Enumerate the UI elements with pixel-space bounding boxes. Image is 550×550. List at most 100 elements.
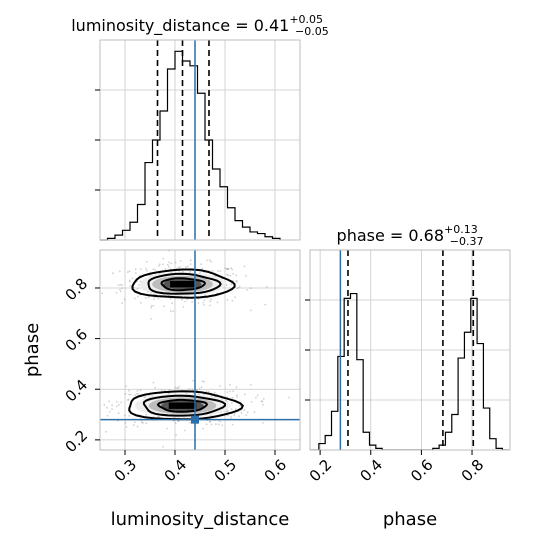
scatter-point xyxy=(133,421,136,423)
title-hist1-minus: −0.05 xyxy=(295,25,329,38)
scatter-point xyxy=(219,420,222,423)
scatter-point xyxy=(131,277,134,280)
scatter-point xyxy=(152,304,155,307)
scatter-point xyxy=(243,409,246,412)
frame-2d xyxy=(99,249,301,451)
scatter-point xyxy=(191,301,194,303)
scatter-point xyxy=(201,380,204,383)
truth-marker xyxy=(191,415,199,424)
scatter-point xyxy=(186,265,189,268)
scatter-point xyxy=(128,280,131,283)
scatter-point xyxy=(208,420,211,423)
scatter-point xyxy=(177,387,179,389)
scatter-point xyxy=(256,394,259,397)
scatter-point xyxy=(203,304,206,306)
scatter-point xyxy=(154,269,157,271)
scatter-point xyxy=(262,397,265,400)
scatter-point xyxy=(135,393,138,395)
axis-ticks: 0.3 0.4 0.5 0.6 0.2 0.4 0.6 0.8 0.2 0.4 0.6 0.8 xyxy=(62,275,488,486)
scatter-point xyxy=(169,297,172,300)
scatter-point xyxy=(226,268,228,270)
xlabel-luminosity-distance: luminosity_distance xyxy=(111,509,290,530)
x-phase-xtick-label-3: 0.8 xyxy=(458,456,488,486)
y-phase-tick-label-0: 0.2 xyxy=(62,427,92,457)
scatter-point xyxy=(229,384,231,386)
scatter-point xyxy=(163,389,166,392)
scatter-point xyxy=(119,288,121,291)
scatter-point xyxy=(152,268,155,270)
scatter-point xyxy=(94,281,96,283)
scatter-point xyxy=(236,396,239,398)
scatter-point xyxy=(231,423,234,426)
scatter-point xyxy=(124,393,127,395)
scatter-point xyxy=(225,284,228,286)
scatter-point xyxy=(179,260,182,262)
scatter-point xyxy=(93,394,95,396)
scatter-point xyxy=(142,422,144,424)
y-phase-tick-label-2: 0.6 xyxy=(62,325,92,355)
scatter-point xyxy=(231,299,234,302)
scatter-point xyxy=(121,302,123,304)
scatter-point xyxy=(117,412,120,415)
scatter-point xyxy=(229,390,232,393)
scatter-point xyxy=(227,268,230,270)
scatter-point xyxy=(139,389,142,392)
scatter-point xyxy=(103,403,106,406)
scatter-point xyxy=(203,299,206,301)
scatter-point xyxy=(125,385,127,387)
scatter-point xyxy=(134,272,137,274)
scatter-point xyxy=(200,263,203,266)
scatter-point xyxy=(185,266,187,268)
scatter-point xyxy=(121,287,123,289)
scatter-point xyxy=(209,300,212,303)
scatter-point xyxy=(126,271,129,273)
scatter-point xyxy=(128,415,131,417)
scatter-point xyxy=(224,267,227,270)
scatter-point xyxy=(265,286,268,288)
scatter-point xyxy=(225,410,228,413)
xlabel-phase: phase xyxy=(383,509,437,530)
scatter-point xyxy=(201,267,204,270)
scatter-point xyxy=(157,415,160,418)
scatter-point xyxy=(188,388,190,390)
contour-0-1 xyxy=(147,272,222,295)
scatter-point xyxy=(227,414,229,417)
scatter-point xyxy=(230,267,233,270)
scatter-point xyxy=(118,270,121,273)
scatter-point xyxy=(184,300,187,303)
contour-1-1 xyxy=(142,394,226,417)
scatter-point xyxy=(140,421,143,424)
scatter-point xyxy=(217,270,219,272)
marks-2d xyxy=(85,250,300,450)
scatter-point xyxy=(189,270,192,273)
title-hist1: luminosity_distance = 0.41+0.05 −0.05 xyxy=(71,13,329,38)
marks-hist1 xyxy=(100,40,281,241)
density-peak-1 xyxy=(168,402,197,409)
scatter-point xyxy=(179,266,182,268)
scatter-point xyxy=(221,424,224,427)
scatter-point xyxy=(203,380,206,383)
scatter-point xyxy=(137,393,140,395)
scatter-point xyxy=(239,404,242,407)
scatter-point xyxy=(209,304,211,307)
scatter-point xyxy=(230,408,233,410)
scatter-point xyxy=(137,295,139,298)
scatter-point xyxy=(255,396,257,399)
scatter-point xyxy=(189,421,192,424)
title-hist1-value: 0.41 xyxy=(254,16,290,35)
scatter-point xyxy=(129,284,132,287)
scatter-point xyxy=(132,424,135,426)
grid-hist1 xyxy=(100,40,300,240)
scatter-point xyxy=(177,420,180,422)
scatter-point xyxy=(205,423,208,426)
y-phase-tick-label-1: 0.4 xyxy=(62,376,92,406)
scatter-point xyxy=(85,394,87,396)
scatter-point xyxy=(162,263,164,266)
scatter-point xyxy=(166,263,169,266)
scatter-point xyxy=(177,266,180,269)
scatter-point xyxy=(128,389,130,392)
scatter-point xyxy=(262,422,264,424)
scatter-point xyxy=(108,411,111,413)
scatter-point xyxy=(145,261,148,263)
scatter-point xyxy=(264,303,267,306)
